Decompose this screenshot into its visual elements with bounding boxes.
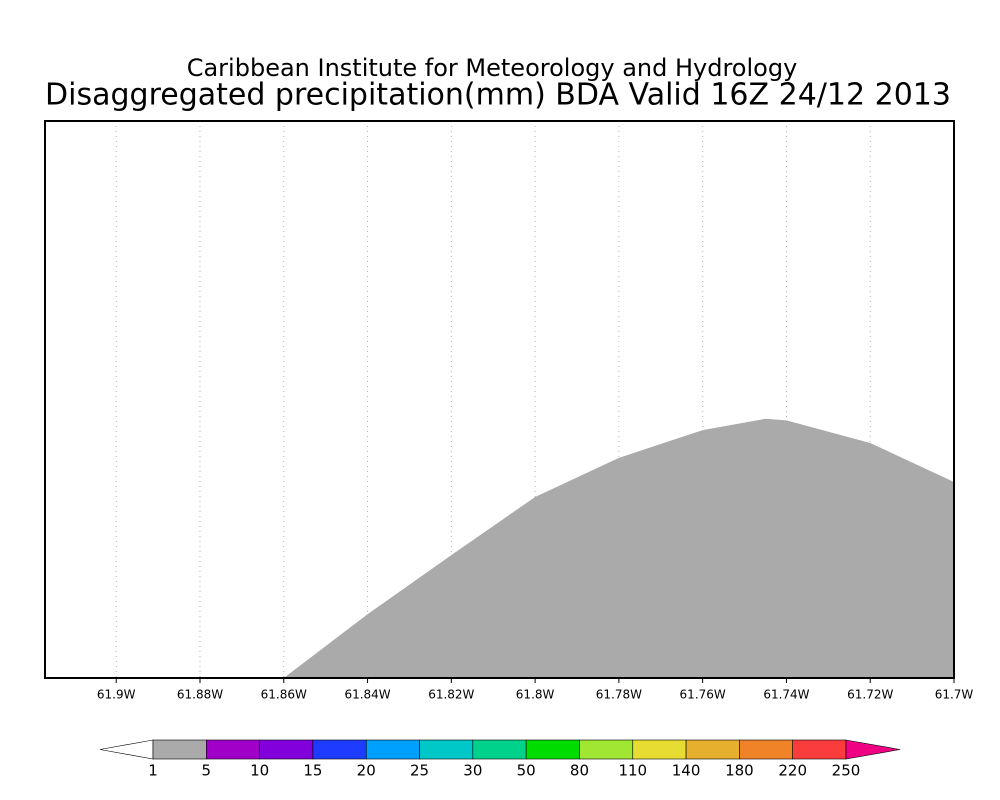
colorbar-label: 220 xyxy=(778,762,807,780)
colorbar-label: 80 xyxy=(570,762,589,780)
x-tick-label: 61.88W xyxy=(177,688,223,702)
plot-frame xyxy=(44,120,955,679)
colorbar-box xyxy=(792,739,847,760)
colorbar-box xyxy=(419,739,474,760)
colorbar-label: 140 xyxy=(672,762,701,780)
colorbar-box xyxy=(472,739,527,760)
colorbar-label: 25 xyxy=(410,762,429,780)
x-tick-label: 61.8W xyxy=(516,688,555,702)
colorbar-box xyxy=(525,739,580,760)
x-tick-label: 61.84W xyxy=(344,688,390,702)
colorbar-label: 30 xyxy=(463,762,482,780)
x-tick-label: 61.76W xyxy=(680,688,726,702)
x-tick-label: 61.74W xyxy=(763,688,809,702)
colorbar-label: 250 xyxy=(832,762,861,780)
x-tick-label: 61.9W xyxy=(97,688,136,702)
colorbar-box xyxy=(152,739,207,760)
colorbar-box xyxy=(312,739,367,760)
x-tick-label: 61.78W xyxy=(596,688,642,702)
colorbar-arrow xyxy=(99,739,154,760)
colorbar-box xyxy=(739,739,793,760)
x-tick-label: 61.86W xyxy=(261,688,307,702)
colorbar-box xyxy=(259,739,314,760)
colorbar-box xyxy=(579,739,634,760)
colorbar-label: 5 xyxy=(202,762,212,780)
colorbar-box xyxy=(632,739,687,760)
colorbar-label: 180 xyxy=(725,762,754,780)
colorbar-box xyxy=(685,739,740,760)
colorbar-label: 10 xyxy=(250,762,269,780)
chart-title: Caribbean Institute for Meteorology and … xyxy=(187,54,798,82)
colorbar-label: 1 xyxy=(148,762,158,780)
x-tick-label: 61.72W xyxy=(847,688,893,702)
x-tick-label: 61.7W xyxy=(935,688,974,702)
x-tick-label: 61.82W xyxy=(428,688,474,702)
colorbar-label: 50 xyxy=(517,762,536,780)
colorbar-box xyxy=(206,739,260,760)
colorbar-arrow xyxy=(845,739,901,760)
area xyxy=(283,418,954,678)
colorbar-box xyxy=(365,739,420,760)
colorbar-label: 20 xyxy=(357,762,376,780)
chart-subtitle: Disaggregated precipitation(mm) BDA Vali… xyxy=(45,78,951,113)
colorbar-label: 15 xyxy=(303,762,322,780)
colorbar-label: 110 xyxy=(618,762,647,780)
